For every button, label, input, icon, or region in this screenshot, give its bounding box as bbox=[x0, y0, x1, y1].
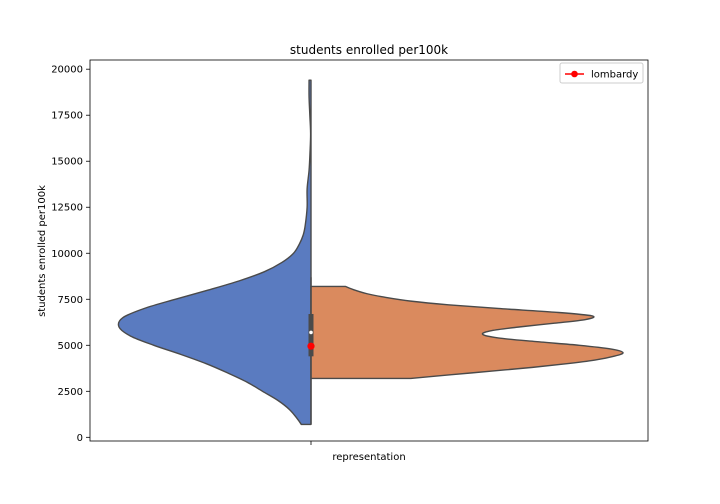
legend-marker-dot bbox=[571, 70, 578, 78]
y-tick-label: 5000 bbox=[58, 341, 83, 352]
chart-title: students enrolled per100k bbox=[290, 43, 448, 57]
y-tick-label: 7500 bbox=[58, 295, 83, 306]
y-tick-label: 20000 bbox=[51, 65, 83, 76]
inner-box bbox=[308, 314, 314, 357]
legend-frame bbox=[559, 62, 644, 84]
y-tick-label: 15000 bbox=[51, 157, 83, 168]
y-tick-label: 17500 bbox=[51, 111, 83, 122]
point-lombardy bbox=[307, 342, 315, 350]
y-tick-label: 0 bbox=[77, 433, 83, 444]
y-axis-label: students enrolled per100k bbox=[37, 185, 48, 317]
x-tick-label: representation bbox=[332, 452, 405, 463]
y-tick-label: 2500 bbox=[58, 387, 83, 398]
legend: lombardy bbox=[559, 62, 644, 84]
plot-area bbox=[117, 79, 624, 426]
violin-half-right bbox=[310, 285, 624, 380]
y-tick-label: 10000 bbox=[51, 249, 83, 260]
plot-frame bbox=[89, 59, 649, 442]
violin-half-left bbox=[117, 79, 312, 426]
legend-label-lombardy: lombardy bbox=[591, 70, 638, 81]
axes: 0 2500 5000 7500 10000 12500 15000 17500 20000 re… bbox=[51, 59, 649, 463]
y-tick-label: 12500 bbox=[51, 203, 83, 214]
median-dot bbox=[309, 330, 313, 335]
